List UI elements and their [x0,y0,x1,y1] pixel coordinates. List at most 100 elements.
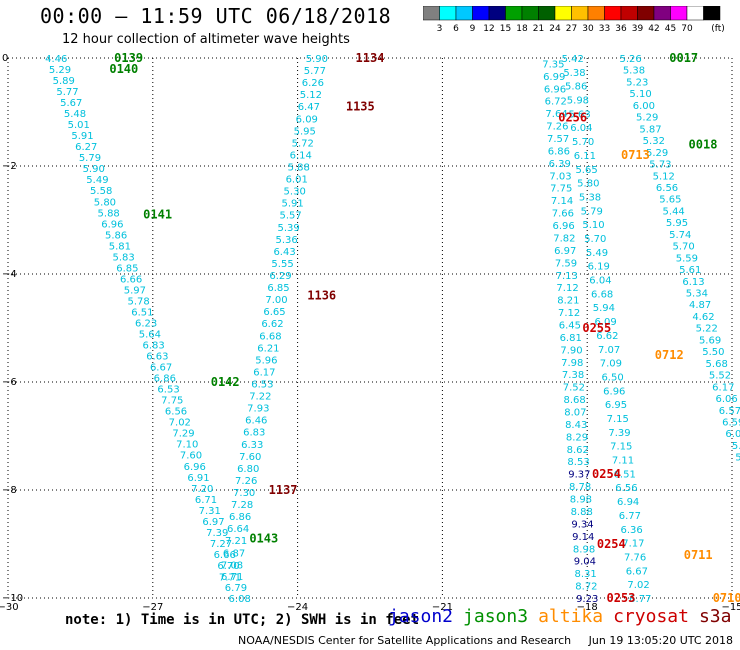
y-tick-label: −2 [2,161,17,172]
swh-value: 7.12 [556,283,578,294]
swh-value: 5.98 [567,96,589,107]
swh-value: 4.87 [689,300,711,311]
pass-number-label: 0141 [143,208,172,222]
swh-value: 7.59 [555,258,577,269]
swh-value: 7.03 [549,171,571,182]
swh-value: 6.68 [259,331,281,342]
swh-value: 5.89 [53,76,75,87]
swh-value: 6.08 [229,594,251,605]
swh-value: 7.38 [562,370,584,381]
swh-value: 5.73 [649,160,671,171]
swh-value: 5.86 [105,230,127,241]
swh-value: 5.36 [275,235,297,246]
swh-value: 6.09 [296,114,318,125]
x-tick-label: −15 [721,602,740,613]
swh-value: 6.71 [195,495,217,506]
swh-value: 7.57 [547,134,569,145]
x-tick-label: −27 [142,602,163,613]
footer-timestamp: Jun 19 13:05:20 UTC 2018 [588,634,734,647]
swh-value: 5.95 [294,126,316,137]
swh-value: 7.26 [546,122,568,133]
swh-value: 5.39 [277,223,299,234]
swh-value: 6.33 [241,440,263,451]
swh-value: 5.10 [582,220,604,231]
swh-value: 5.10 [629,89,651,100]
swh-value: 6.85 [116,263,138,274]
colorbar-label: 36 [615,24,627,34]
swh-value: 8.21 [557,296,579,307]
pass-number-label: 0139 [114,51,143,65]
pass-number-label: 0018 [689,137,718,151]
swh-value: 6.46 [245,416,267,427]
swh-value: 5.12 [653,171,675,182]
swh-value: 9.37 [568,470,590,481]
swh-value: 8.62 [567,445,589,456]
swh-value: 6.56 [165,407,187,418]
swh-value: 6.96 [552,221,574,232]
swh-value: 5.95 [666,218,688,229]
swh-value: 5.55 [271,259,293,270]
swh-value: 6.36 [620,525,642,536]
swh-value: 5.48 [64,109,86,120]
footer-credit: NOAA/NESDIS Center for Satellite Applica… [238,634,572,647]
swh-value: 5.96 [255,355,277,366]
swh-value: 6.47 [298,102,320,113]
swh-value: 7.35 [542,59,564,70]
footer: NOAA/NESDIS Center for Satellite Applica… [238,634,733,647]
swh-value: 5.79 [79,153,101,164]
map-title: 00:00 – 11:59 UTC 06/18/2018 [40,4,392,28]
swh-value: 6.17 [712,382,734,393]
swh-value: 5.49 [86,175,108,186]
swh-value: 5.29 [49,65,71,76]
swh-value: 5.34 [686,289,708,300]
swh-value: 5.90 [83,164,105,175]
swh-value: 5.42 [562,54,584,65]
swh-value: 6.81 [560,333,582,344]
swh-value: 5.69 [699,335,721,346]
swh-value: 7.08 [221,560,243,571]
swh-value: 5.80 [577,179,599,190]
swh-value: 7.76 [624,552,646,563]
swh-value: 7.29 [172,429,194,440]
swh-value: 6.85 [267,283,289,294]
swh-value: 5.91 [71,131,93,142]
swh-value: 6.19 [588,262,610,273]
legend-item-jason3: jason3 [463,606,529,627]
swh-value: 5.72 [292,138,314,149]
swh-value: 6.66 [120,274,142,285]
swh-value: 5.70 [672,242,694,253]
swh-value: 6.96 [101,219,123,230]
swh-value: 5.88 [288,163,310,174]
swh-value: 6.71 [221,572,243,583]
swh-value: 5.77 [304,66,326,77]
pass-number-label: 0255 [582,321,611,335]
swh-value: 6.83 [243,428,265,439]
pass-number-label: 0017 [669,51,698,65]
swh-value: 8.88 [571,507,593,518]
swh-value: 6.17 [253,367,275,378]
swh-value: 6.63 [146,352,168,363]
swh-value: 5.29 [636,113,658,124]
swh-value: 8.07 [564,408,586,419]
swh-value: 7.09 [600,359,622,370]
swh-value: 6.11 [574,151,596,162]
swh-value: 7.90 [560,345,582,356]
swh-value: 7.39 [206,528,228,539]
colorbar-label: 3 [437,24,443,34]
swh-value: 7.28 [231,500,253,511]
swh-value: 8.53 [567,457,589,468]
swh-value: 6.39 [549,159,571,170]
swh-value: 7.75 [550,184,572,195]
swh-value: 7.93 [247,404,269,415]
swh-value: 6.86 [548,146,570,157]
swh-value: 5.44 [663,206,685,217]
swh-value: 5.23 [626,77,648,88]
swh-value: 7.60 [239,452,261,463]
legend-item-altika: altika [538,606,604,627]
x-tick-label: −18 [577,602,598,613]
swh-value: 5.38 [579,192,601,203]
swh-value: 6.09 [595,317,617,328]
swh-value: 8.98 [570,495,592,506]
swh-value: 5.65 [575,165,597,176]
